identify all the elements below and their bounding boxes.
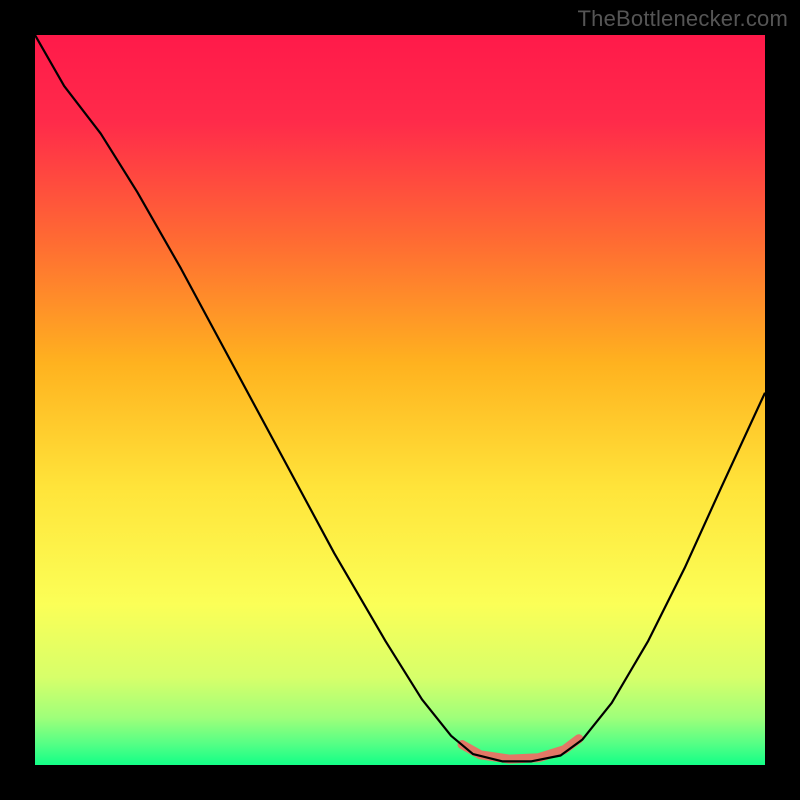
chart-background [35, 35, 765, 765]
watermark-text: TheBottlenecker.com [578, 6, 788, 32]
chart-svg [35, 35, 765, 765]
chart-frame: TheBottlenecker.com [0, 0, 800, 800]
plot-area [35, 35, 765, 765]
